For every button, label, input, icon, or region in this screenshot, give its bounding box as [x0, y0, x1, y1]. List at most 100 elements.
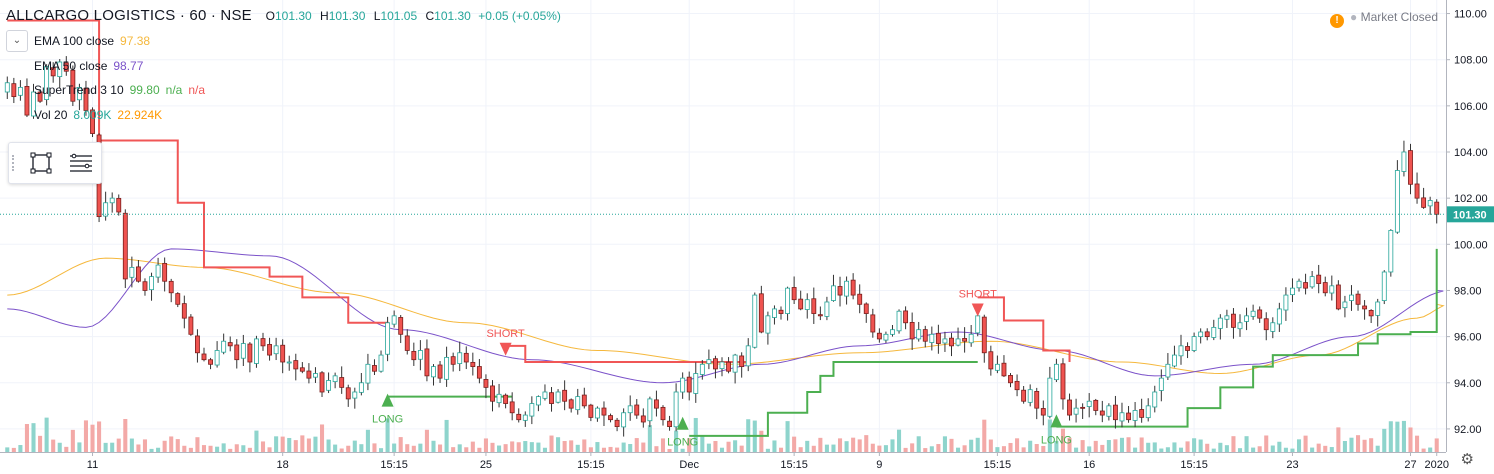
volume-bar — [1041, 445, 1046, 452]
candle-body — [1027, 389, 1033, 403]
candle-body — [968, 333, 974, 344]
gear-icon[interactable]: ⚙ — [1460, 451, 1474, 468]
volume-bar — [418, 443, 423, 452]
list-settings-icon[interactable] — [67, 149, 95, 177]
candle-body — [1060, 363, 1066, 400]
candle-body — [863, 303, 869, 314]
candle-body — [529, 403, 535, 417]
candle-body — [713, 358, 718, 370]
volume-bar — [457, 444, 462, 452]
indicator-value: 22.924K — [117, 108, 163, 122]
market-status[interactable]: ! ● Market Closed — [1330, 10, 1438, 28]
volume-bar — [1205, 443, 1210, 452]
candle-body — [922, 329, 928, 342]
volume-bar — [700, 436, 705, 452]
candle-body — [345, 387, 351, 400]
candle-body — [365, 363, 371, 384]
volume-bar — [942, 436, 947, 452]
volume-bar — [142, 439, 148, 452]
volume-bar — [83, 420, 88, 452]
candle-body — [1388, 230, 1394, 273]
volume-bar — [1388, 421, 1393, 452]
candle-body — [417, 350, 423, 360]
candle-body — [63, 62, 69, 72]
volume-bar — [1421, 448, 1426, 452]
candle-body — [103, 202, 109, 217]
volume-bar — [110, 442, 115, 452]
candle-body — [1001, 362, 1007, 377]
candle-body — [1040, 408, 1046, 416]
rectangle-select-icon[interactable] — [27, 149, 55, 177]
candle-body — [1080, 406, 1086, 409]
volume-bar — [221, 443, 226, 452]
time-axis[interactable]: 11 18 15:15 25 15:15 Dec 15:15 9 15:15 16 15:15 23 2… — [0, 452, 1494, 474]
volume-bar — [18, 445, 23, 452]
volume-bar — [392, 443, 397, 452]
long-signal-arrow — [1050, 414, 1063, 428]
volume-bar — [70, 429, 75, 452]
volume-bar — [306, 438, 311, 452]
volume-bar — [1008, 442, 1013, 452]
candle-body — [1270, 322, 1276, 332]
candle-body — [522, 414, 528, 421]
candle-body — [870, 314, 876, 333]
candle-body — [411, 350, 417, 361]
time-tick-label: 27 — [1404, 459, 1416, 471]
candle-body — [181, 303, 187, 319]
candle-body — [1158, 377, 1164, 391]
symbol-title[interactable]: ALLCARGO LOGISTICS · 60 · NSE — [6, 7, 252, 24]
candle-body — [516, 413, 522, 421]
volume-bar — [523, 441, 528, 452]
candle-body — [1394, 170, 1400, 233]
supertrend-segment — [505, 344, 750, 365]
volume-bar — [326, 439, 331, 452]
volume-bar — [1277, 441, 1282, 452]
volume-bar — [116, 438, 121, 452]
volume-bar — [1165, 447, 1170, 452]
candle-body — [1165, 363, 1171, 378]
volume-bar — [1349, 437, 1354, 452]
volume-bar — [1113, 439, 1118, 452]
candle-body — [339, 377, 345, 388]
volume-bar — [949, 438, 954, 452]
candle-body — [1434, 201, 1440, 215]
candle-body — [1119, 412, 1125, 422]
indicator-legend-row[interactable]: Vol 20 8.009K 22.924K — [34, 108, 162, 122]
time-tick-label: 18 — [277, 459, 289, 471]
candle-body — [542, 391, 548, 399]
indicator-legend-row[interactable]: EMA 50 close 98.77 — [34, 59, 143, 73]
candle-body — [1381, 271, 1387, 301]
candle-body — [667, 420, 672, 428]
candle-body — [745, 345, 751, 367]
volume-bar — [601, 447, 607, 452]
volume-bar — [1074, 447, 1079, 452]
volume-bar — [490, 442, 495, 452]
candle-body — [1322, 282, 1328, 294]
volume-bar — [1415, 435, 1420, 452]
volume-bar — [1054, 440, 1059, 452]
time-tick-label: 15:15 — [380, 459, 408, 471]
collapse-legend-button[interactable]: ⌄ — [6, 30, 28, 52]
candle-body — [378, 354, 384, 372]
indicator-legend-row[interactable]: SuperTrend 3 10 99.80 n/a n/a — [34, 83, 205, 97]
volume-bar — [628, 443, 633, 452]
candle-body — [798, 298, 804, 310]
candle-body — [909, 322, 915, 340]
price-axis-bg — [1446, 0, 1494, 474]
candle-body — [404, 335, 410, 351]
volume-bar — [208, 445, 213, 452]
candle-body — [1283, 294, 1289, 311]
candle-body — [549, 392, 554, 404]
price-axis[interactable]: 92.00 94.00 96.00 98.00 100.00 102.00 104.00 10… — [1446, 0, 1494, 474]
candle-body — [31, 91, 36, 117]
candle-body — [601, 407, 607, 416]
time-tick-label: Dec — [679, 459, 699, 471]
volume-bar — [169, 436, 174, 452]
volume-bar — [1047, 419, 1052, 452]
candle-body — [1086, 400, 1092, 407]
indicator-legend-row[interactable]: EMA 100 close 97.38 — [34, 34, 150, 48]
drag-handle-icon[interactable] — [12, 155, 18, 171]
candle-body — [135, 266, 141, 282]
candle-body — [1034, 391, 1040, 409]
